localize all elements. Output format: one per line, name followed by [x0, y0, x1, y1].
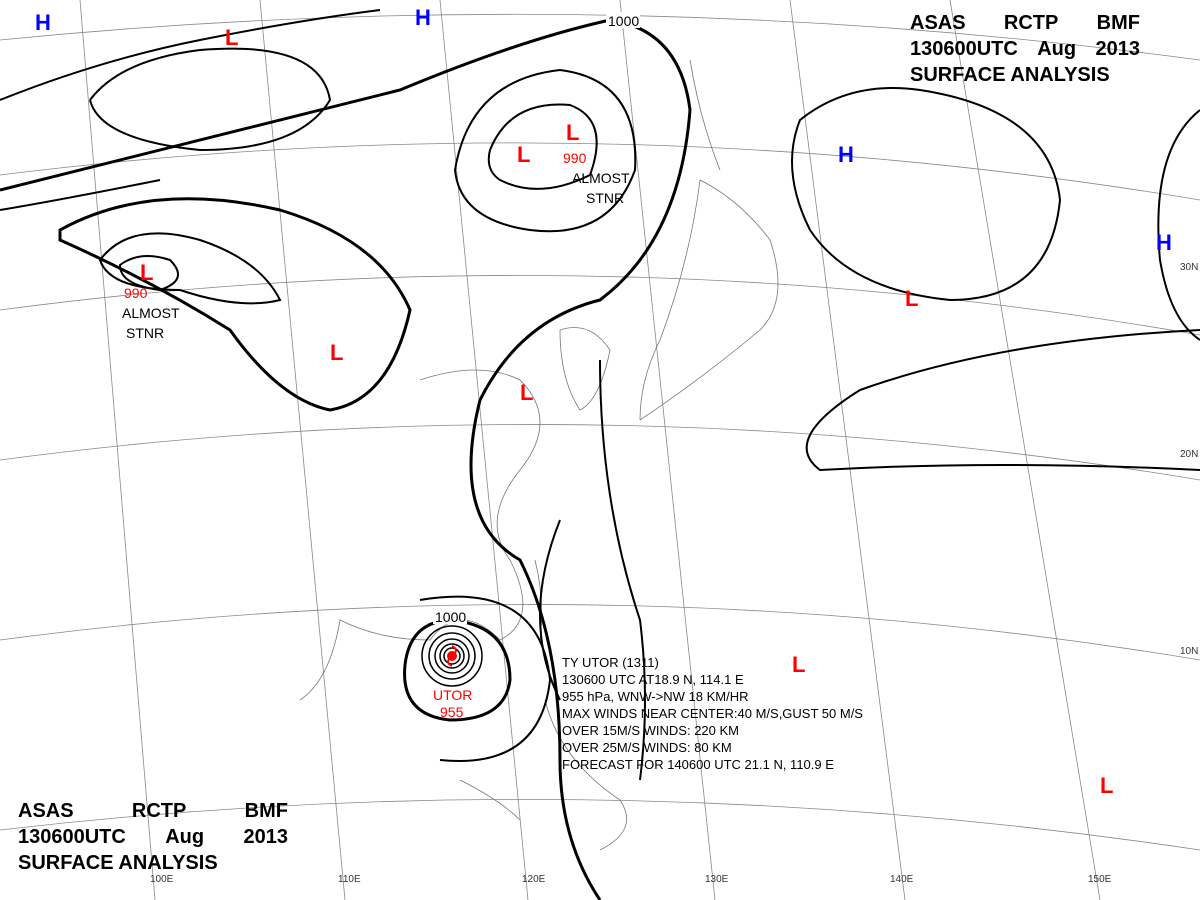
typhoon-info-line: 130600 UTC AT18.9 N, 114.1 E	[562, 672, 744, 687]
typhoon-info-line: OVER 15M/S WINDS: 220 KM	[562, 723, 739, 738]
lon-label: 150E	[1088, 874, 1112, 885]
lon-label: 100E	[150, 874, 174, 885]
header-station: RCTP	[1003, 12, 1059, 34]
lat-label: 30N	[1180, 262, 1198, 273]
low-note: STNR	[126, 325, 164, 341]
typhoon-pressure: 955	[440, 704, 464, 720]
low-marker: L	[566, 120, 579, 145]
header-title: SURFACE ANALYSIS	[18, 852, 218, 874]
typhoon-symbol	[447, 645, 457, 667]
high-marker: H	[35, 10, 51, 35]
header-title: SURFACE ANALYSIS	[910, 64, 1110, 86]
header-month: Aug	[165, 826, 205, 848]
header-top-right: ASAS RCTP BMF 130600UTC Aug 2013 SURFACE ANA…	[910, 10, 1140, 88]
header-year: 2013	[1095, 38, 1140, 60]
lon-label: 120E	[522, 874, 546, 885]
low-marker: L	[140, 260, 153, 285]
low-marker: L	[792, 652, 805, 677]
high-marker: H	[1156, 230, 1172, 255]
lat-label: 10N	[1180, 646, 1198, 657]
high-marker: H	[415, 5, 431, 30]
low-marker: L	[330, 340, 343, 365]
low-marker: L	[520, 380, 533, 405]
typhoon-name: UTOR	[433, 687, 472, 703]
low-marker: L	[517, 142, 530, 167]
low-note: ALMOST	[572, 170, 630, 186]
lon-label: 110E	[338, 874, 361, 885]
low-note: ALMOST	[122, 305, 180, 321]
pressure-systems: H H L L 990 ALMOST STNR L H H L L 990 AL…	[35, 5, 1172, 798]
axis-labels: 100E 110E 120E 130E 140E 150E 30N 20N 10…	[150, 262, 1198, 885]
header-time: 130600UTC	[18, 826, 126, 848]
isobar-label: 1000	[608, 13, 639, 29]
header-code: BMF	[1096, 12, 1140, 34]
isobar-label: 1000	[435, 609, 466, 625]
header-agency: ASAS	[910, 12, 966, 34]
low-note: STNR	[586, 190, 624, 206]
typhoon-info-line: TY UTOR (1311)	[562, 655, 659, 670]
header-station: RCTP	[131, 800, 187, 822]
lon-label: 140E	[890, 874, 914, 885]
header-bottom-left: ASAS RCTP BMF 130600UTC Aug 2013 SURFACE ANA…	[18, 798, 288, 876]
header-code: BMF	[244, 800, 288, 822]
header-month: Aug	[1037, 38, 1077, 60]
typhoon-info-line: MAX WINDS NEAR CENTER:40 M/S,GUST 50 M/S	[562, 706, 863, 721]
low-marker: L	[1100, 773, 1113, 798]
low-value: 990	[124, 285, 148, 301]
typhoon-info: TY UTOR (1311) 130600 UTC AT18.9 N, 114.…	[562, 654, 863, 773]
header-time: 130600UTC	[910, 38, 1018, 60]
low-value: 990	[563, 150, 587, 166]
low-marker: L	[225, 25, 238, 50]
lat-label: 20N	[1180, 449, 1198, 460]
isobars	[0, 9, 1200, 900]
typhoon-info-line: FORECAST FOR 140600 UTC 21.1 N, 110.9 E	[562, 757, 834, 772]
typhoon-info-line: 955 hPa, WNW->NW 18 KM/HR	[562, 689, 749, 704]
high-marker: H	[838, 142, 854, 167]
header-agency: ASAS	[18, 800, 74, 822]
header-year: 2013	[243, 826, 288, 848]
typhoon-info-line: OVER 25M/S WINDS: 80 KM	[562, 740, 732, 755]
lon-label: 130E	[705, 874, 729, 885]
low-marker: L	[905, 286, 918, 311]
